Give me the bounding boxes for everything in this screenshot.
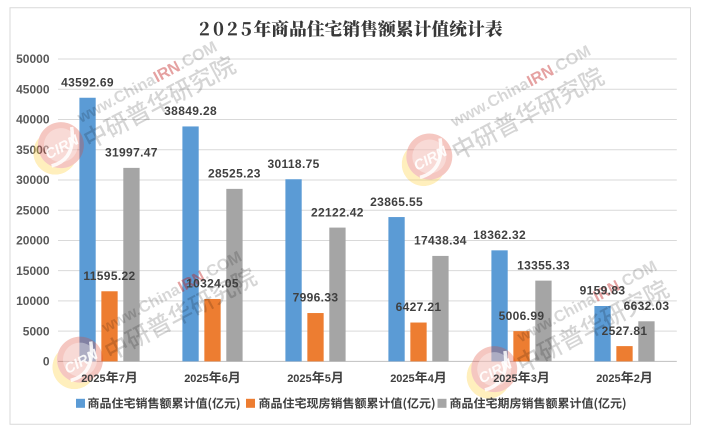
svg-text:6: 6: [222, 373, 228, 385]
svg-text:9159.83: 9159.83: [580, 284, 626, 298]
svg-text:2025: 2025: [184, 373, 208, 385]
svg-text:30000: 30000: [16, 173, 50, 187]
svg-text:5006.99: 5006.99: [499, 309, 545, 323]
svg-text:18362.32: 18362.32: [473, 228, 526, 242]
svg-text:4: 4: [428, 373, 435, 385]
svg-text:6632.03: 6632.03: [624, 299, 670, 313]
svg-text:30118.75: 30118.75: [267, 157, 319, 171]
svg-text:23865.55: 23865.55: [370, 195, 423, 209]
svg-text:31997.47: 31997.47: [105, 146, 158, 160]
svg-text:2025: 2025: [596, 373, 620, 385]
svg-text:7: 7: [119, 373, 125, 385]
svg-text:0: 0: [43, 355, 50, 369]
svg-text:11595.22: 11595.22: [83, 269, 135, 283]
svg-text:15000: 15000: [16, 264, 50, 278]
svg-text:2025: 2025: [390, 373, 414, 385]
svg-text:2025: 2025: [287, 373, 311, 385]
svg-text:43592.69: 43592.69: [61, 75, 114, 89]
svg-text:50000: 50000: [16, 52, 50, 66]
svg-text:2025: 2025: [493, 373, 517, 385]
svg-text:35000: 35000: [16, 143, 50, 157]
svg-text:40000: 40000: [16, 113, 50, 127]
svg-text:3: 3: [531, 373, 537, 385]
svg-text:6427.21: 6427.21: [396, 300, 442, 314]
svg-text:38849.28: 38849.28: [164, 104, 217, 118]
svg-text:13355.33: 13355.33: [517, 258, 570, 272]
svg-text:10324.05: 10324.05: [186, 277, 239, 291]
svg-text:5000: 5000: [23, 324, 50, 338]
svg-text:10000: 10000: [16, 294, 50, 308]
svg-text:22122.42: 22122.42: [311, 205, 364, 219]
svg-text:17438.34: 17438.34: [414, 234, 467, 248]
svg-text:2025: 2025: [81, 373, 105, 385]
svg-text:28525.23: 28525.23: [208, 167, 261, 181]
svg-text:2: 2: [634, 373, 640, 385]
svg-text:7996.33: 7996.33: [293, 291, 339, 305]
svg-text:45000: 45000: [16, 82, 50, 96]
svg-text:20000: 20000: [16, 234, 50, 248]
svg-text:2527.81: 2527.81: [602, 324, 648, 338]
svg-text:25000: 25000: [16, 203, 50, 217]
svg-text:5: 5: [325, 373, 331, 385]
